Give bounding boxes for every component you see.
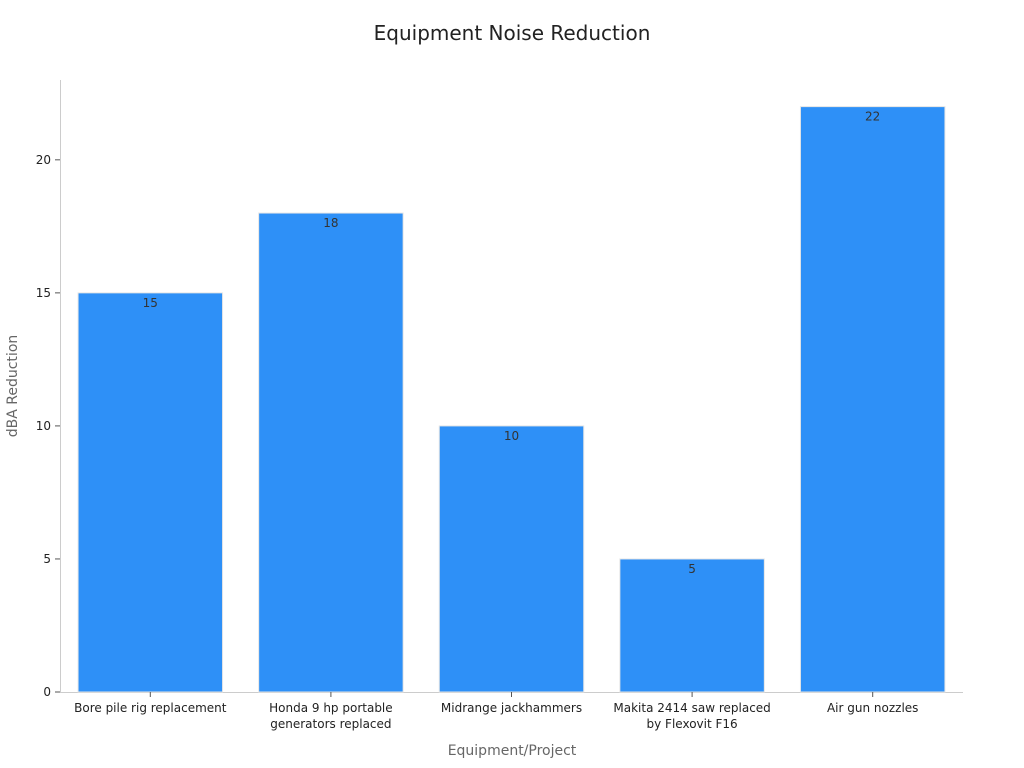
y-axis-label: dBA Reduction [5,335,21,438]
bar-data-label: 18 [323,216,338,230]
y-tick-label: 20 [36,153,51,167]
bar-data-label: 22 [865,110,880,124]
bar-data-label: 5 [688,562,696,576]
bar [799,106,946,693]
y-tick-label: 15 [36,286,51,300]
bar-data-label: 10 [504,429,519,443]
y-axis-ticks: 0 5 10 15 20 [36,153,60,699]
y-tick-label: 0 [43,685,51,699]
y-tick-label: 5 [43,552,51,566]
x-tick-label: Air gun nozzles [827,701,918,715]
x-axis-label: Equipment/Project [448,743,577,759]
bar [77,292,224,693]
bar [258,212,404,693]
x-tick-label: Makita 2414 saw replaced by Flexovit F16 [613,701,770,731]
x-axis-ticks: Bore pile rig replacement Honda 9 hp port… [74,692,918,731]
bar [619,558,765,693]
bar [438,425,585,693]
chart-title: Equipment Noise Reduction [374,21,651,45]
x-tick-label: Bore pile rig replacement [74,701,227,715]
x-tick-label: Midrange jackhammers [441,701,582,715]
y-tick-label: 10 [36,419,51,433]
x-tick-label: Honda 9 hp portable generators replaced [269,701,393,731]
bar-data-label: 15 [143,296,158,310]
bars: 15 18 10 5 22 [77,106,946,693]
